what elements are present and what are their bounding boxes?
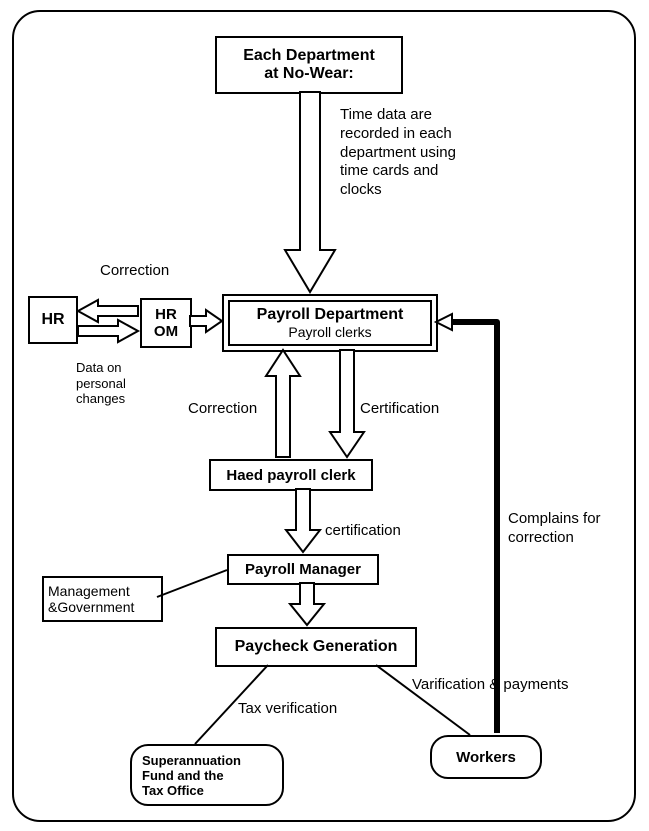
mgmtgov-l2: &Government <box>48 599 134 615</box>
head-clerk-text: Haed payroll clerk <box>226 467 355 484</box>
complains-l2: correction <box>508 529 601 548</box>
diagram-canvas: Each Department at No-Wear: HR HR OM Pay… <box>0 0 649 831</box>
paycheck-gen-text: Paycheck Generation <box>235 638 398 656</box>
label-correction-mid: Correction <box>188 400 257 417</box>
timedata-l4: time cards and <box>340 162 500 181</box>
node-paycheck-generation: Paycheck Generation <box>215 627 417 667</box>
datapc-l2: personal <box>76 376 126 392</box>
node-head-payroll-clerk: Haed payroll clerk <box>209 459 373 491</box>
hrom-l1: HR <box>155 306 177 323</box>
workers-text: Workers <box>456 749 516 766</box>
payroll-mgr-text: Payroll Manager <box>245 561 361 578</box>
complains-l1: Complains for <box>508 510 601 529</box>
mgmtgov-l1: Management <box>48 583 130 599</box>
datapc-l3: changes <box>76 391 126 407</box>
hrom-l2: OM <box>154 323 178 340</box>
timedata-l5: clocks <box>340 181 500 200</box>
payroll-dept-title: Payroll Department <box>257 306 404 324</box>
label-tax-verification: Tax verification <box>238 700 337 717</box>
node-each-department: Each Department at No-Wear: <box>215 36 403 94</box>
node-payroll-manager: Payroll Manager <box>227 554 379 585</box>
hr-text: HR <box>41 311 64 329</box>
timedata-l3: department using <box>340 144 500 163</box>
node-hr: HR <box>28 296 78 344</box>
node-super-tax: Superannuation Fund and the Tax Office <box>130 744 284 806</box>
timedata-l1: Time data are <box>340 106 500 125</box>
timedata-l2: recorded in each <box>340 125 500 144</box>
node-mgmt-gov: Management &Government <box>42 576 163 622</box>
label-certification-mid: Certification <box>360 400 439 417</box>
label-correction-top: Correction <box>100 262 169 279</box>
supertax-l2: Fund and the <box>142 768 241 783</box>
each-dept-line2: at No-Wear: <box>264 65 354 83</box>
label-varification-payments: Varification & payments <box>412 676 568 693</box>
label-data-personal-changes: Data on personal changes <box>76 360 126 407</box>
node-hr-om: HR OM <box>140 298 192 348</box>
supertax-l1: Superannuation <box>142 753 241 768</box>
node-payroll-department-inner: Payroll Department Payroll clerks <box>228 300 432 346</box>
payroll-dept-sub: Payroll clerks <box>288 324 371 340</box>
label-complains: Complains for correction <box>508 510 601 548</box>
label-certification-low: certification <box>325 522 401 539</box>
supertax-l3: Tax Office <box>142 783 241 798</box>
label-time-data: Time data are recorded in each departmen… <box>340 106 500 200</box>
each-dept-line1: Each Department <box>243 47 375 65</box>
node-workers: Workers <box>430 735 542 779</box>
datapc-l1: Data on <box>76 360 126 376</box>
